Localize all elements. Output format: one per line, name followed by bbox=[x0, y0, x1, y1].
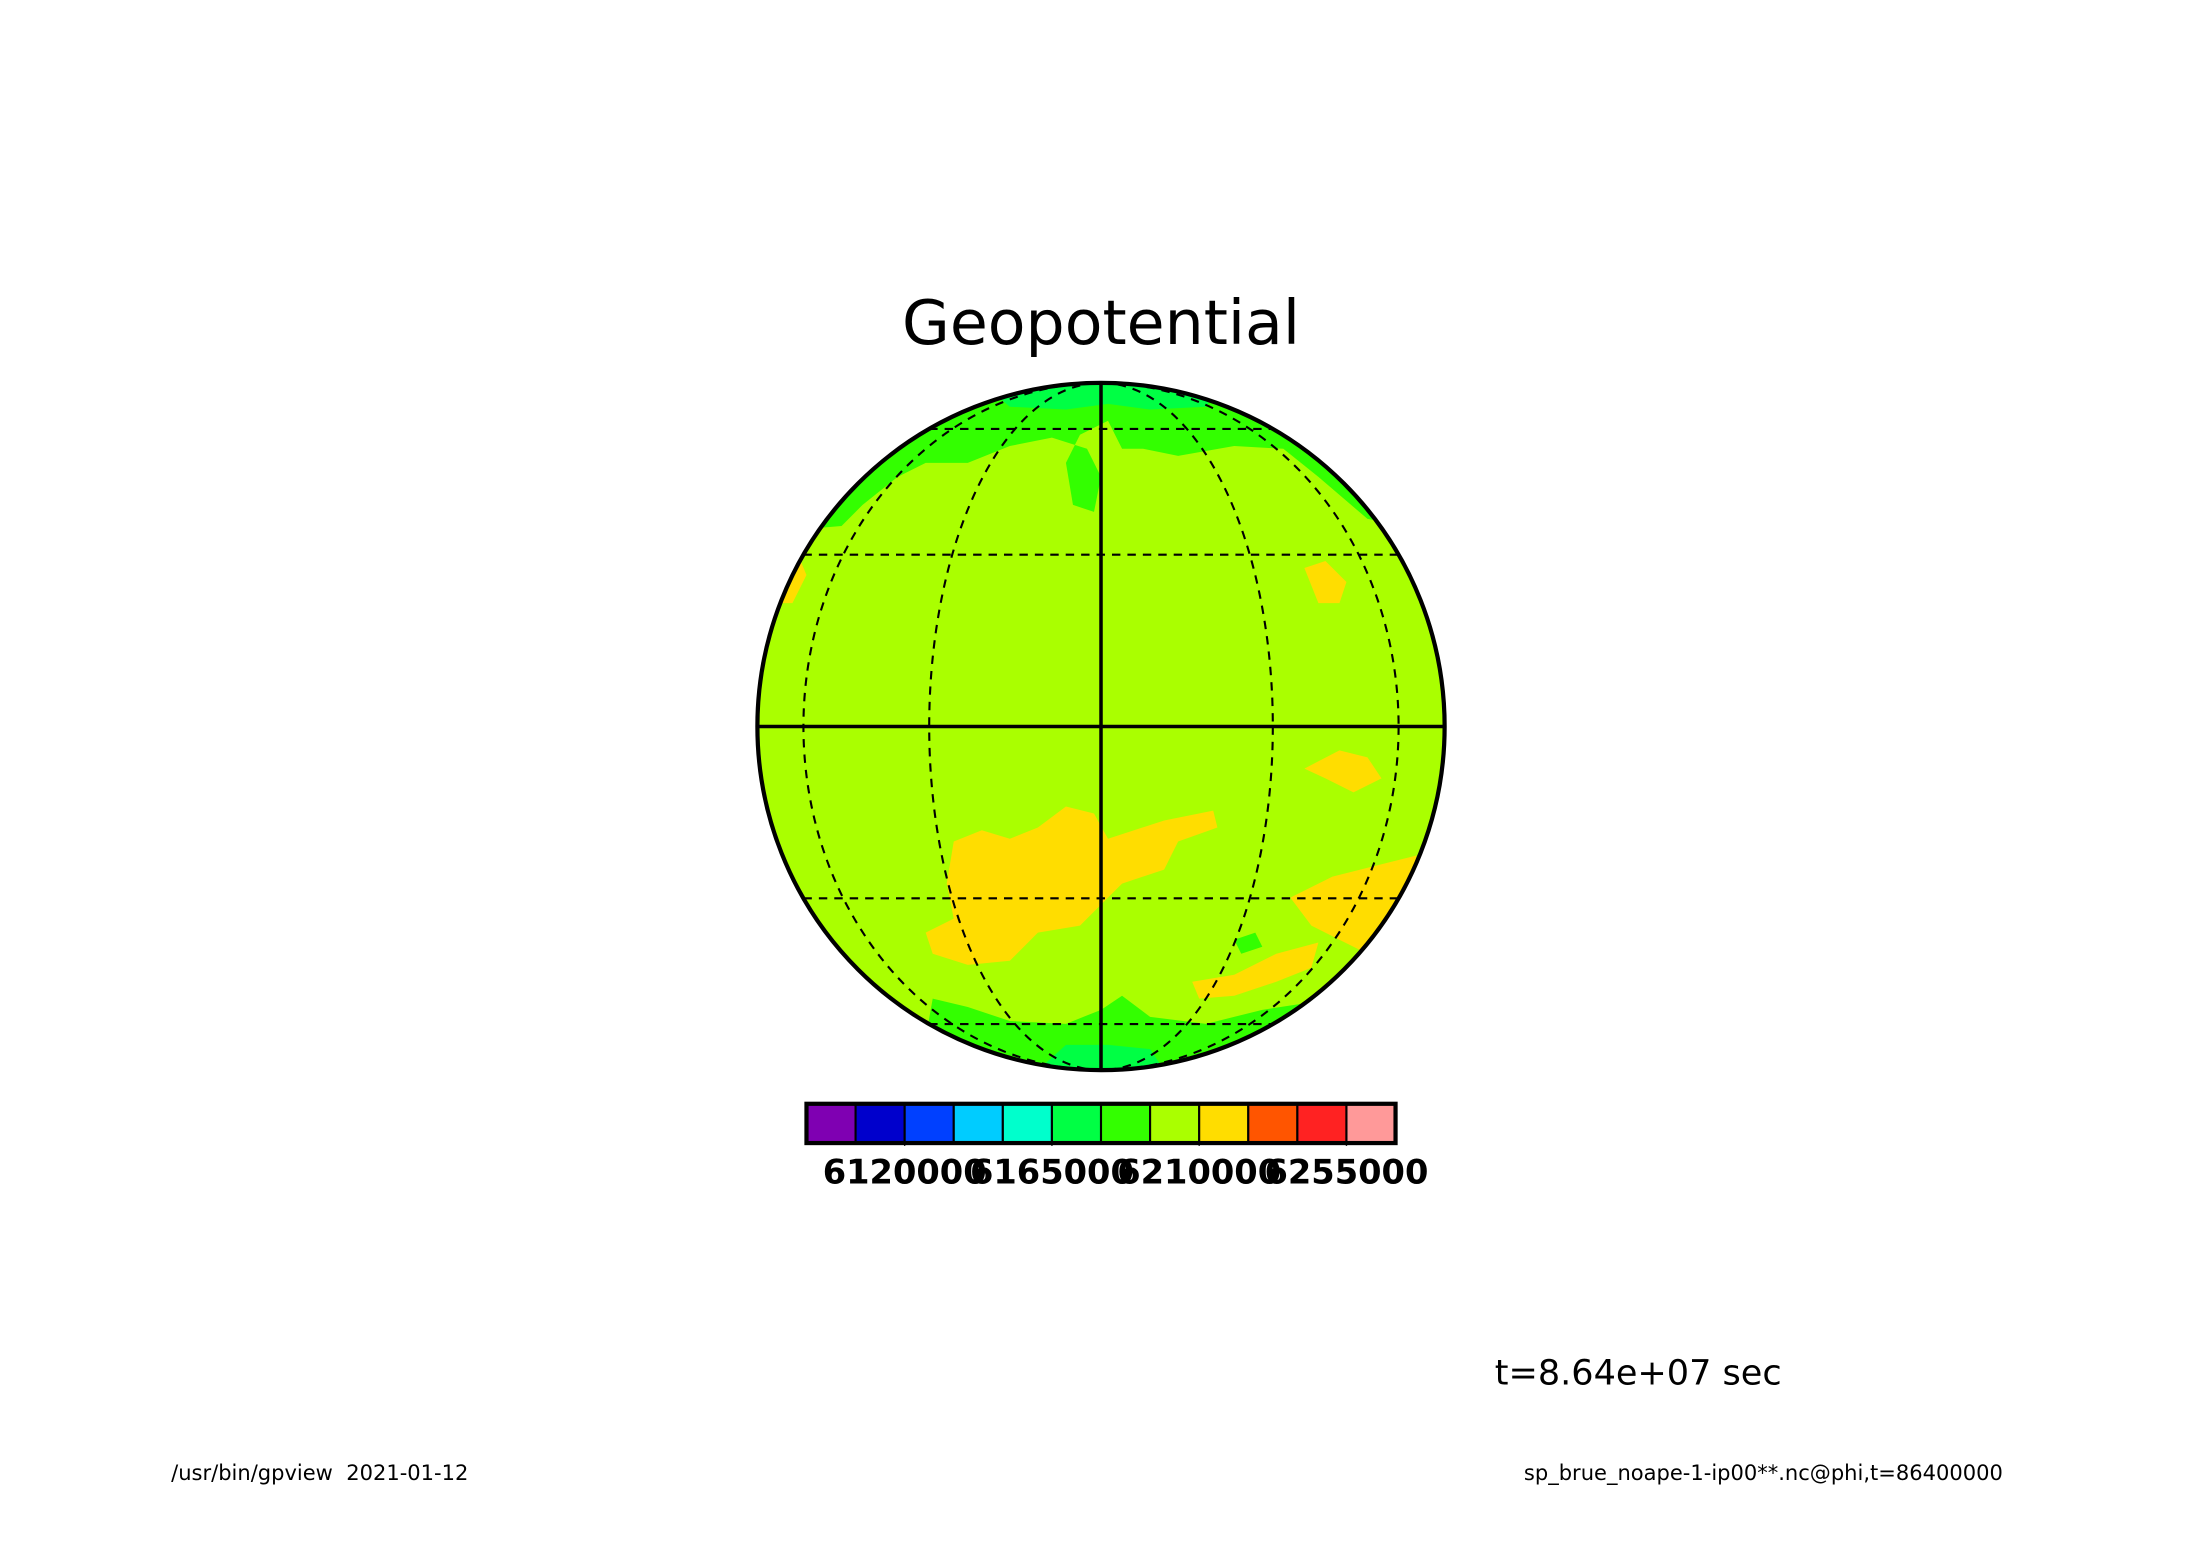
globe-outline bbox=[755, 380, 1447, 1073]
colorbar-tick-label: 6120000 bbox=[823, 1152, 987, 1191]
colorbar-box bbox=[1247, 1102, 1299, 1145]
contour-region bbox=[1192, 942, 1319, 999]
contour-region bbox=[1304, 561, 1347, 604]
colorbar-box bbox=[1296, 1102, 1348, 1145]
colorbar-tick-label: 6255000 bbox=[1264, 1152, 1428, 1191]
colorbar-box bbox=[1345, 1102, 1397, 1145]
colorbar-box bbox=[1149, 1102, 1201, 1145]
contour-region bbox=[1304, 750, 1382, 793]
footer-right: sp_brue_noape-1-ip00**.nc@phi,t=86400000 bbox=[1524, 1460, 2003, 1485]
colorbar-box bbox=[1099, 1102, 1152, 1145]
time-label: t=8.64e+07 sec bbox=[1495, 1352, 1782, 1393]
colorbar-box bbox=[1198, 1102, 1250, 1145]
colorbar-tick-label: 6165000 bbox=[970, 1152, 1134, 1191]
footer-left: /usr/bin/gpview 2021-01-12 bbox=[171, 1460, 468, 1485]
contour-region bbox=[1234, 932, 1263, 954]
colorbar-box bbox=[805, 1102, 857, 1145]
colorbar-tick-label: 6210000 bbox=[1117, 1152, 1281, 1191]
colorbar-box bbox=[952, 1102, 1004, 1145]
colorbar-frame bbox=[804, 1101, 1398, 1146]
colorbar-box bbox=[1001, 1102, 1053, 1145]
chart-title: Geopotential bbox=[902, 287, 1300, 359]
colorbar-box bbox=[903, 1102, 955, 1145]
contour-region bbox=[925, 806, 1218, 965]
colorbar-box bbox=[854, 1102, 906, 1145]
colorbar-box bbox=[1050, 1102, 1103, 1145]
